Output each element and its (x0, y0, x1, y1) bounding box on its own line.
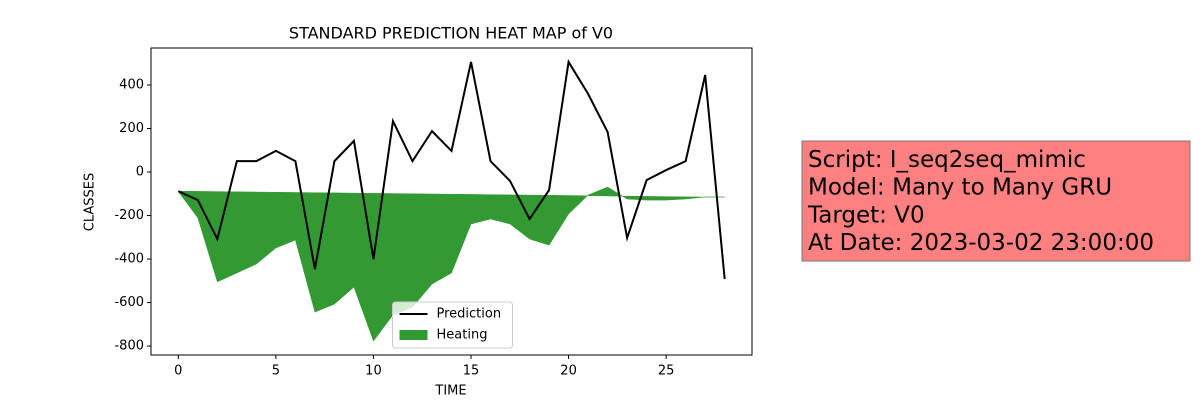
x-tick-label: 15 (463, 364, 480, 379)
x-tick-label: 10 (365, 364, 382, 379)
chart-title: STANDARD PREDICTION HEAT MAP of V0 (289, 24, 613, 43)
y-tick-label: 200 (119, 121, 144, 136)
annotation-text: Script: I_seq2seq_mimic (808, 147, 1086, 173)
legend-label: Prediction (437, 307, 502, 322)
y-tick-label: -200 (114, 208, 144, 223)
y-tick-label: -800 (114, 339, 144, 354)
legend-label: Heating (437, 328, 488, 343)
annotation-text: Target: V0 (807, 202, 925, 228)
annotation-text: Model: Many to Many GRU (808, 175, 1112, 201)
plot-frame (150, 47, 753, 356)
x-tick-label: 5 (272, 364, 280, 379)
annotation-text: At Date: 2023-03-02 23:00:00 (808, 230, 1154, 256)
legend-swatch (399, 330, 428, 340)
x-tick-label: 25 (658, 364, 675, 379)
x-tick-label: 20 (560, 364, 577, 379)
line (177, 59, 726, 280)
annotation-box (801, 140, 1191, 262)
x-tick-label: 0 (174, 364, 182, 379)
x-axis-label: TIME (434, 384, 466, 399)
y-tick-label: -600 (114, 295, 144, 310)
area (178, 186, 725, 342)
y-tick-label: 0 (136, 165, 144, 180)
y-axis-label: CLASSES (83, 173, 98, 231)
y-tick-label: 400 (119, 77, 144, 92)
y-tick-label: -400 (114, 252, 144, 267)
